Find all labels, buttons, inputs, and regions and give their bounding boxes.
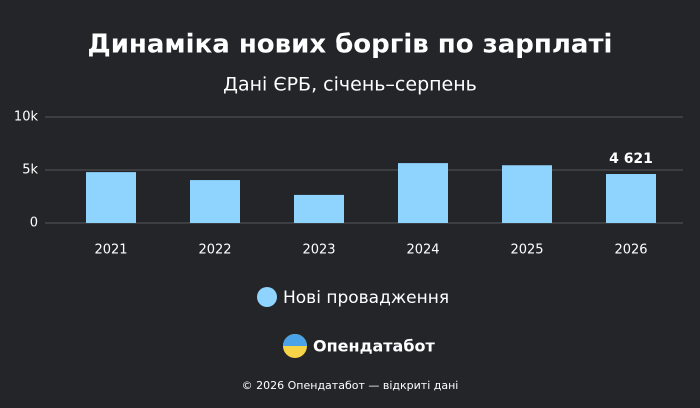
bar [190,180,240,223]
brand-logo: Опендатабот [283,334,436,358]
data-label: 4 621 [609,151,653,167]
chart-title: Динаміка нових боргів по зарплаті [88,30,613,60]
y-tick-label: 10k [14,110,39,125]
legend-label: Нові провадження [283,288,449,308]
x-tick-label: 2021 [94,243,127,258]
x-tick-label: 2022 [198,243,231,258]
x-tick-label: 2026 [614,243,647,258]
x-tick-label: 2023 [302,243,335,258]
bar [606,174,656,223]
y-tick-label: 0 [30,216,38,231]
bar [398,163,448,223]
logo-icon-top [283,334,307,346]
bar [294,194,344,223]
chart-subtitle: Дані ЄРБ, січень–серпень [223,74,477,96]
x-tick-label: 2024 [406,243,439,258]
bar [502,165,552,223]
brand-name: Опендатабот [313,337,436,356]
x-tick-label: 2025 [510,243,543,258]
footer: © 2026 Опендатабот — відкриті дані [242,379,459,392]
bar [86,172,136,223]
legend-swatch [257,287,277,307]
y-tick-label: 5k [22,163,38,178]
